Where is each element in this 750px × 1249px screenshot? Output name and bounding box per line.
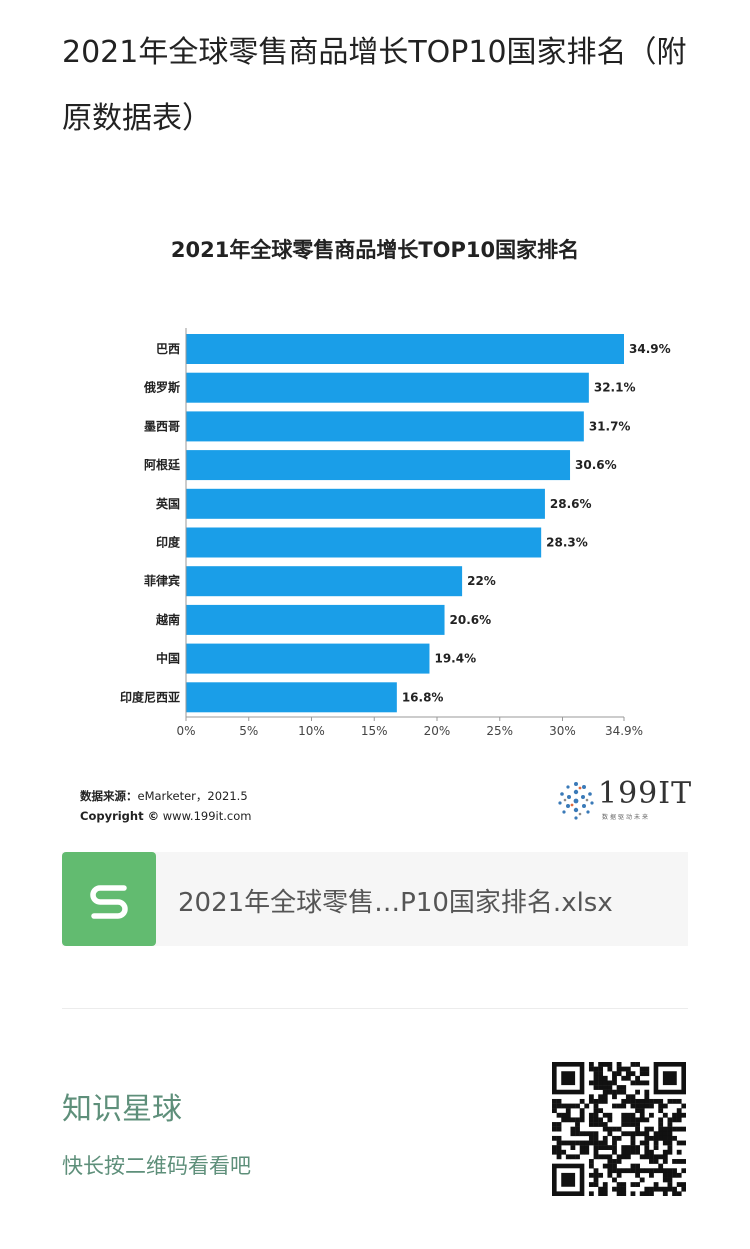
category-label: 俄罗斯 bbox=[143, 380, 180, 395]
copyright-label: Copyright © bbox=[80, 809, 160, 823]
x-tick-label: 25% bbox=[486, 724, 513, 738]
category-label: 越南 bbox=[155, 612, 180, 627]
bar bbox=[186, 488, 545, 519]
category-label: 印度 bbox=[156, 535, 181, 550]
chart-image: 巴西 34.9% 俄罗斯 32.1% 墨西哥 31.7% 阿根廷 30.6% 英国 28.6% 印度… bbox=[62, 220, 691, 830]
199it-logo: 199IT 数据驱动未来 bbox=[554, 776, 691, 826]
category-label: 阿根廷 bbox=[144, 457, 181, 472]
footer-subtitle: 快长按二维码看看吧 bbox=[62, 1154, 251, 1178]
attachment-file-name: 2021年全球零售…P10国家排名.xlsx bbox=[178, 888, 613, 918]
category-label: 巴西 bbox=[156, 342, 180, 356]
data-label: 34.9% bbox=[629, 342, 671, 356]
bar bbox=[186, 450, 571, 481]
x-tick-label: 0% bbox=[176, 724, 195, 738]
bar bbox=[186, 643, 430, 674]
data-label: 31.7% bbox=[589, 419, 631, 433]
bar bbox=[186, 527, 542, 558]
data-label: 20.6% bbox=[450, 613, 492, 627]
data-label: 19.4% bbox=[434, 652, 476, 666]
x-tick-label: 5% bbox=[239, 724, 258, 738]
attachment-file-card[interactable]: 2021年全球零售…P10国家排名.xlsx bbox=[62, 852, 688, 946]
data-label: 28.6% bbox=[550, 497, 592, 511]
data-label: 30.6% bbox=[575, 458, 617, 472]
x-tick-label: 34.9% bbox=[605, 724, 643, 738]
bar bbox=[186, 411, 584, 442]
category-label: 菲律宾 bbox=[144, 573, 180, 588]
bar-chart: 巴西 34.9% 俄罗斯 32.1% 墨西哥 31.7% 阿根廷 30.6% 英国 28.6% 印度… bbox=[120, 328, 671, 738]
data-source: 数据来源：eMarketer，2021.5 Copyright © www.19… bbox=[80, 786, 251, 826]
x-tick-label: 20% bbox=[424, 724, 451, 738]
category-label: 墨西哥 bbox=[144, 419, 180, 433]
spreadsheet-s-icon bbox=[62, 852, 156, 946]
qr-code-icon[interactable] bbox=[552, 1062, 686, 1196]
data-label: 32.1% bbox=[594, 381, 636, 395]
category-label: 英国 bbox=[156, 496, 180, 511]
article-title: 2021年全球零售商品增长TOP10国家排名（附原数据表） bbox=[62, 35, 687, 136]
data-label: 22% bbox=[467, 574, 496, 588]
x-tick-label: 30% bbox=[549, 724, 576, 738]
logo-subtitle: 数据驱动未来 bbox=[602, 814, 651, 821]
copyright-value: www.199it.com bbox=[162, 809, 252, 823]
chart-title: 2021年全球零售商品增长TOP10国家排名 bbox=[170, 238, 580, 262]
x-tick-label: 10% bbox=[298, 724, 325, 738]
logo-dots-icon bbox=[558, 782, 594, 820]
qr-finder-pattern bbox=[552, 1062, 585, 1095]
bar bbox=[186, 334, 624, 364]
data-label: 28.3% bbox=[546, 536, 588, 550]
category-label: 中国 bbox=[156, 651, 180, 666]
logo-text: 199IT bbox=[598, 776, 693, 811]
category-label: 印度尼西亚 bbox=[120, 689, 180, 704]
source-label: 数据来源： bbox=[80, 789, 138, 803]
bar bbox=[186, 372, 589, 403]
qr-finder-pattern bbox=[653, 1062, 686, 1095]
bar bbox=[186, 566, 463, 597]
source-value: eMarketer，2021.5 bbox=[137, 789, 248, 803]
bar bbox=[186, 682, 397, 713]
data-label: 16.8% bbox=[402, 690, 444, 704]
section-divider bbox=[62, 1008, 688, 1009]
x-tick-label: 15% bbox=[361, 724, 388, 738]
footer-title: 知识星球 bbox=[62, 1092, 182, 1127]
bar bbox=[186, 604, 445, 635]
qr-finder-pattern bbox=[552, 1163, 585, 1196]
